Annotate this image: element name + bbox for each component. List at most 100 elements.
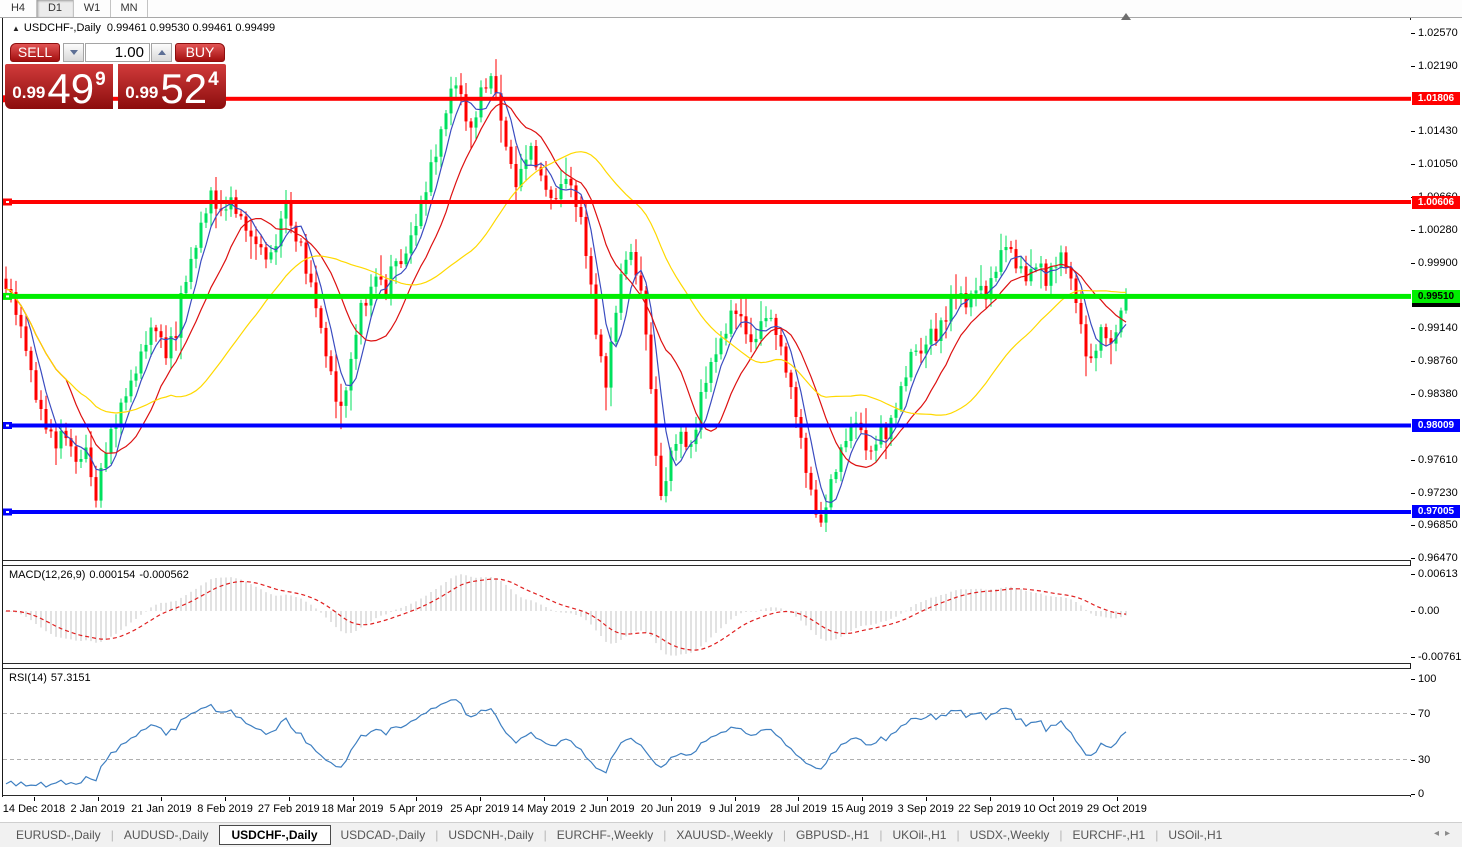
chart-shift-marker-icon[interactable] [1121,13,1131,20]
rsi-indicator-pane[interactable]: RSI(14) 57.3151 [3,668,1411,796]
collapse-panel-icon[interactable]: ▲ [12,24,20,33]
date-label: 2 Jan 2019 [70,803,125,815]
date-axis[interactable]: 14 Dec 2018 2 Jan 2019 21 Jan 2019 8 Feb 20… [3,797,1411,820]
hline-price-badge: 0.99510 [1412,289,1460,303]
price-tick-label: 1.00280 [1418,224,1458,237]
date-tick [607,797,609,801]
date-label: 10 Oct 2019 [1023,803,1084,815]
tab-separator: | [782,828,786,842]
date-tick [798,797,800,801]
chart-tab-usdx[interactable]: USDX-,Weekly [969,828,1050,842]
rsi-tick-label-tick [1411,794,1415,795]
date-tick [671,797,672,801]
date-label: 28 Jul 2019 [769,803,827,815]
macd-tick-label: -0.007612 [1418,650,1462,663]
sell-price-main: 49 [47,65,95,113]
macd-tick-label: 0.00613 [1418,568,1458,581]
buy-quote[interactable]: 0.99 52 4 [118,64,226,110]
date-label: 25 Apr 2019 [450,803,510,815]
chart-tab-eurchf[interactable]: EURCHF-,H1 [1072,828,1146,842]
date-tick [543,797,545,801]
date-tick [734,797,736,801]
chart-tab-usdcnh[interactable]: USDCNH-,Daily [448,828,534,842]
date-tick [479,797,481,801]
price-tick-label: 1.01050 [1418,157,1458,170]
price-tick-label: 0.96850 [1418,519,1458,532]
chart-tab-xauusd[interactable]: XAUUSD-,Weekly [676,828,773,842]
date-label: 20 Jun 2019 [640,803,702,815]
date-tick [1116,797,1118,801]
timeframe-button-mn[interactable]: MN [111,0,148,17]
date-label: 22 Sep 2019 [958,803,1021,815]
timeframe-button-d1[interactable]: D1 [37,0,74,17]
price-tick-label: 0.96470 [1418,552,1458,564]
buy-price-pip: 4 [208,69,219,90]
price-tick-label: 0.98380 [1418,387,1458,400]
price-tick-label: 0.98760 [1418,354,1458,367]
chart-tab-usoil[interactable]: USOil-,H1 [1168,828,1223,842]
ohlc-values: 0.99461 0.99530 0.99461 0.99499 [106,22,276,34]
macd-tick-label-tick [1411,611,1415,612]
price-tick-label-tick [1411,525,1415,527]
macd-tick-label-tick [1411,656,1415,658]
price-tick-label-tick [1411,492,1415,494]
price-chart-pane[interactable] [3,20,1411,561]
buy-price-prefix: 0.99 [125,83,159,102]
one-click-trading-panel: SELL 1.00 BUY 0.99 49 9 0.99 52 4 [5,41,226,113]
tab-separator: | [1059,828,1063,842]
tab-separator: | [435,828,439,842]
date-tick [225,797,227,801]
macd-tick-label-tick [1411,574,1415,576]
chart-tab-audusd[interactable]: AUDUSD-,Daily [123,828,209,842]
chart-tab-usdcad[interactable]: USDCAD-,Daily [340,828,426,842]
chart-tab-ukoil[interactable]: UKOil-,H1 [892,828,947,842]
chart-tab-eurusd[interactable]: EURUSD-,Daily [16,828,101,842]
chart-tab-gbpusd[interactable]: GBPUSD-,H1 [795,828,870,842]
price-tick-label: 1.02190 [1418,59,1458,72]
buy-button[interactable]: BUY [175,43,225,62]
macd-indicator-pane[interactable]: MACD(12,26,9) 0.000154 -0.000562 [3,565,1411,664]
rsi-tick-label: 70 [1418,707,1431,720]
sell-button[interactable]: SELL [10,43,60,62]
tab-separator: | [543,828,547,842]
price-tick-label: 1.02570 [1418,27,1458,39]
date-tick [352,797,354,801]
triangle-down-icon [69,50,78,55]
date-tick [925,797,927,801]
rsi-label: RSI(14) 57.3151 [9,672,91,684]
timeframe-button-h4[interactable]: H4 [0,0,37,17]
price-tick-label: 0.99900 [1418,256,1458,269]
date-tick [989,797,991,801]
macd-label: MACD(12,26,9) 0.000154 -0.000562 [9,569,189,581]
date-label: 8 Feb 2019 [197,803,253,815]
timeframe-button-w1[interactable]: W1 [74,0,111,17]
date-label: 14 May 2019 [511,803,576,815]
price-axis[interactable]: 1.025701.021901.014301.010501.006601.002… [1411,18,1462,820]
chart-title: ▲ USDCHF-,Daily 0.99461 0.99530 0.99461 0.… [12,22,275,34]
date-label: 15 Aug 2019 [831,803,893,815]
price-tick-label-tick [1411,65,1415,67]
tab-separator: | [956,828,960,842]
sell-quote[interactable]: 0.99 49 9 [5,64,113,113]
chart-tab-usdchf[interactable]: USDCHF-,Daily [218,825,331,845]
tab-separator: | [1155,828,1159,842]
hline-price-badge: 0.97005 [1412,505,1460,519]
date-tick [288,797,290,801]
chart-tab-eurchf[interactable]: EURCHF-,Weekly [556,828,654,842]
volume-increase-button[interactable] [151,43,172,62]
timeframe-toolbar: H4 D1 W1 MN [0,0,1462,18]
date-tick [97,797,99,801]
volume-decrease-button[interactable] [63,43,84,62]
price-tick-label: 0.97230 [1418,486,1458,499]
volume-input[interactable]: 1.00 [85,43,150,62]
tab-scroll-arrows[interactable]: ◂▸ [1433,828,1456,839]
rsi-tick-label: 30 [1418,753,1431,766]
date-label: 29 Oct 2019 [1086,803,1147,815]
price-tick-label-tick [1411,163,1415,165]
rsi-tick-label-tick [1411,713,1415,715]
macd-tick-label: 0.00 [1418,605,1440,617]
rsi-tick-label-tick [1411,679,1415,680]
tab-separator: | [663,828,667,842]
hline-price-badge: 1.00606 [1412,195,1460,209]
